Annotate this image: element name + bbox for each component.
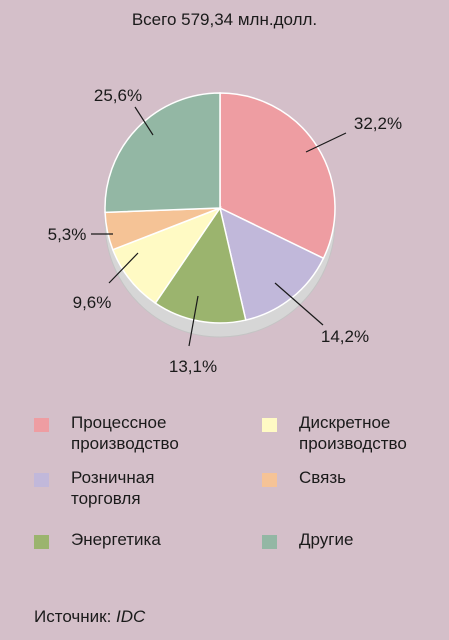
legend-swatch [34,418,49,432]
pie-value-label: 14,2% [321,327,369,346]
pie-slice [154,206,247,324]
pie-value-label: 32,2% [354,114,402,133]
pie-value-label: 25,6% [94,86,142,105]
legend-label: Процессное производство [71,413,179,453]
pie-leader-line [188,295,199,347]
pie-value-label: 9,6% [73,293,112,312]
source-note: Источник: IDC [34,607,145,627]
source-value: IDC [116,607,146,626]
source-label: Источник: [34,607,112,626]
legend-item-other: Другие [262,529,353,550]
legend-item-process-manufacturing: Процессное производство [34,412,179,454]
legend-item-communications: Связь [262,467,346,488]
pie-leader-line [134,106,154,136]
legend-swatch [262,473,277,487]
legend-label: Энергетика [71,530,161,549]
legend-label: Связь [299,468,346,487]
pie-leader-line [108,252,139,284]
pie-leader-line [274,282,324,326]
legend-label: Другие [299,530,354,549]
legend-swatch [262,418,277,432]
pie-slice [104,92,221,214]
legend-swatch [34,535,49,549]
pie-chart: 32,2% 14,2% 13,1% 9,6% 5,3% 25,6% [48,86,402,376]
chart-title: Всего 579,34 млн.долл. [131,10,318,29]
legend-label: Розничная торговля [71,468,155,508]
pie-value-label: 5,3% [48,225,87,244]
legend-swatch [262,535,277,549]
legend-label: Дискретное производство [299,413,407,453]
legend-item-retail: Розничная торговля [34,467,154,509]
legend-swatch [34,473,49,487]
legend-item-discrete-manufacturing: Дискретное производство [262,412,407,454]
legend-item-energy: Энергетика [34,529,161,550]
pie-leader-line [305,132,347,153]
pie-value-label: 13,1% [169,357,217,376]
